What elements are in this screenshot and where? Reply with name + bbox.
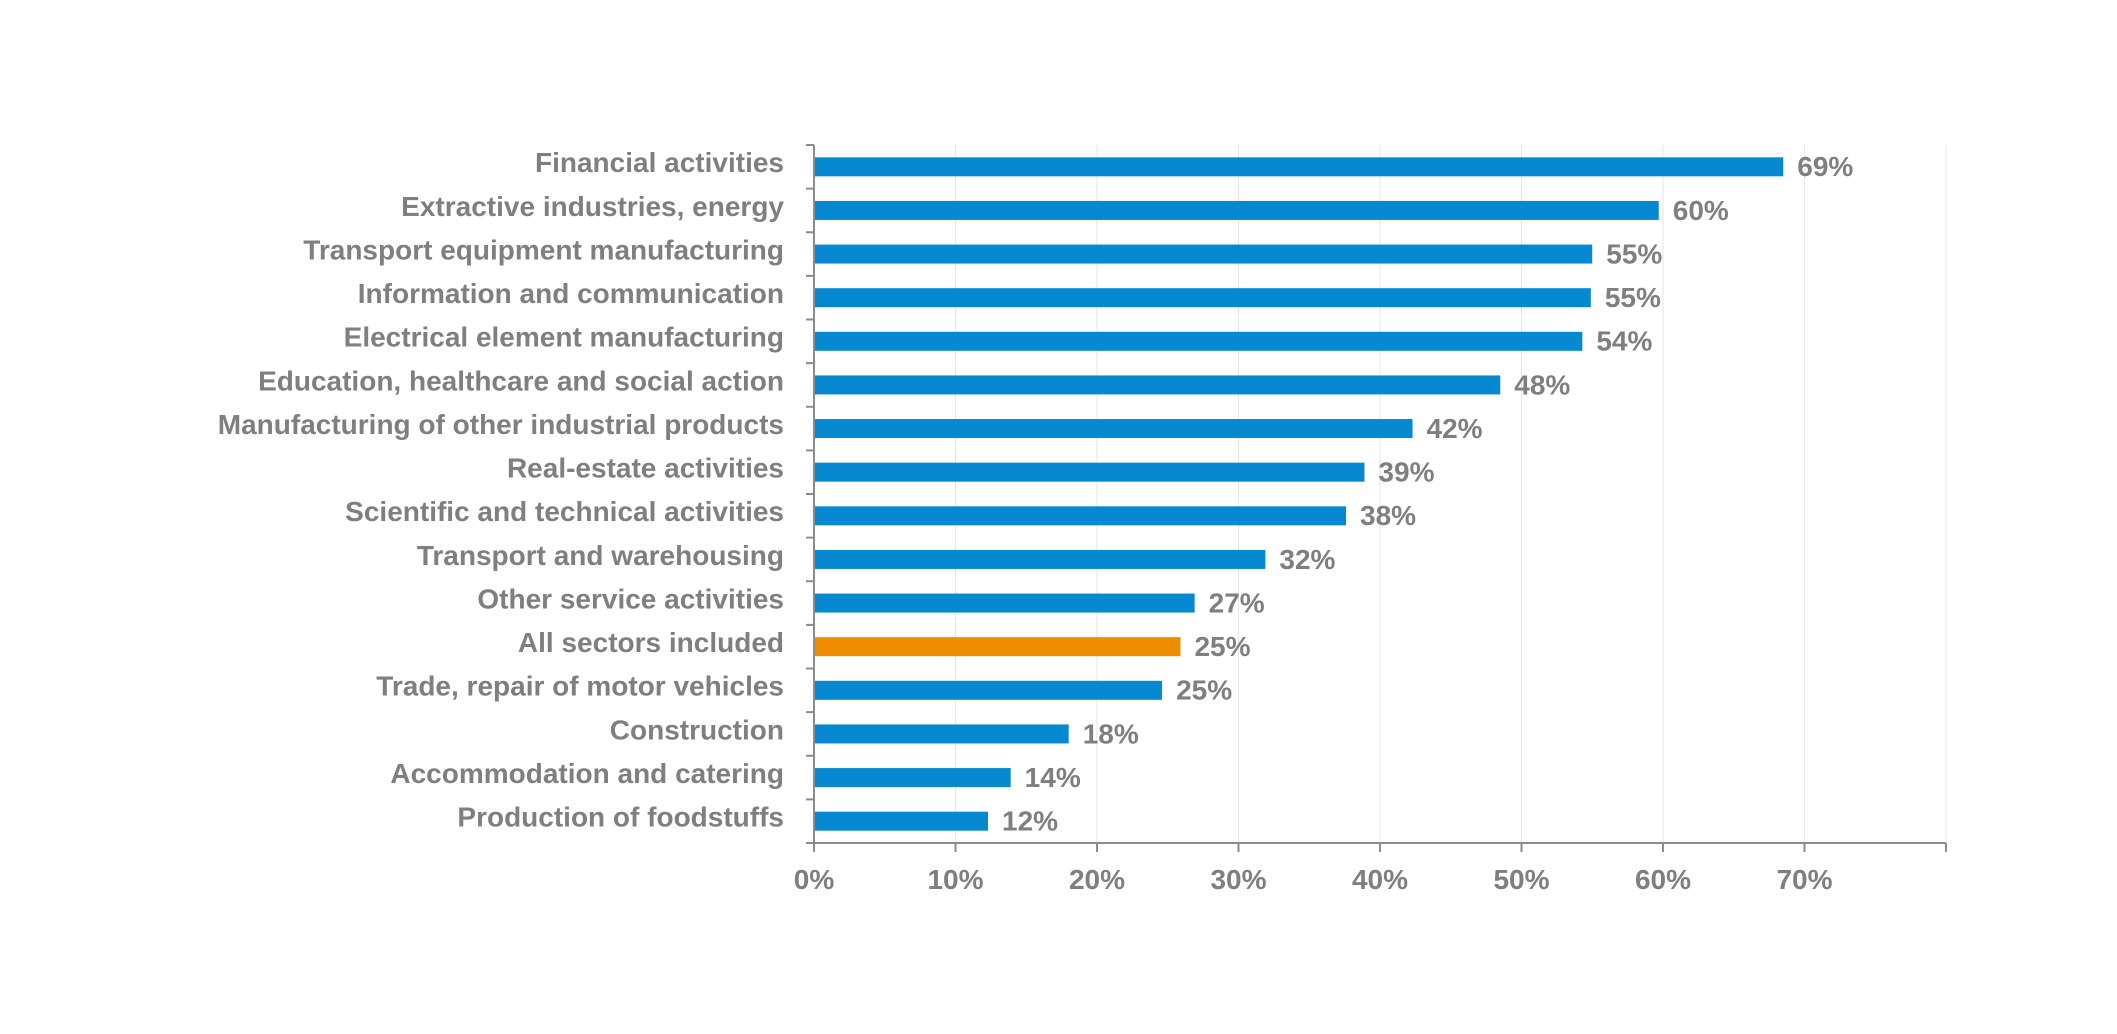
x-tick-label: 60% [1635, 864, 1691, 895]
category-label: Scientific and technical activities [345, 496, 784, 527]
x-tick-label: 40% [1352, 864, 1408, 895]
x-tick-label: 70% [1776, 864, 1832, 895]
data-label: 42% [1427, 413, 1483, 444]
data-label: 18% [1083, 718, 1139, 749]
data-label: 32% [1279, 544, 1335, 575]
bar [814, 288, 1591, 308]
data-label: 60% [1673, 195, 1729, 226]
category-label: Transport equipment manufacturing [303, 234, 784, 265]
bar [814, 375, 1501, 395]
bar [814, 462, 1365, 482]
x-tick-label: 30% [1210, 864, 1266, 895]
bar [814, 549, 1266, 569]
category-label: Other service activities [477, 583, 784, 614]
bar [814, 593, 1195, 613]
bar [814, 506, 1347, 526]
bar [814, 244, 1593, 264]
data-label: 54% [1596, 326, 1652, 357]
category-label: Financial activities [535, 147, 784, 178]
bar [814, 200, 1659, 220]
x-tick-label: 0% [794, 864, 835, 895]
bar [814, 768, 1011, 788]
data-label: 69% [1797, 151, 1853, 182]
category-label: Trade, repair of motor vehicles [376, 671, 784, 702]
bar [814, 680, 1163, 700]
category-label: Extractive industries, energy [401, 191, 784, 222]
data-label: 25% [1194, 631, 1250, 662]
data-label: 55% [1606, 238, 1662, 269]
data-label: 55% [1605, 282, 1661, 313]
category-label: Production of foodstuffs [457, 802, 784, 833]
category-label: Electrical element manufacturing [344, 322, 784, 353]
data-label: 12% [1002, 806, 1058, 837]
bar [814, 724, 1069, 744]
data-label: 25% [1176, 675, 1232, 706]
category-label: Information and communication [358, 278, 784, 309]
category-label: Construction [610, 714, 784, 745]
category-label: Transport and warehousing [417, 540, 784, 571]
bar [814, 419, 1413, 439]
data-label: 39% [1378, 457, 1434, 488]
bar [814, 637, 1181, 657]
x-tick-label: 20% [1069, 864, 1125, 895]
data-label: 48% [1514, 369, 1570, 400]
bar [814, 157, 1784, 177]
category-label: Accommodation and catering [390, 758, 784, 789]
x-tick-label: 50% [1493, 864, 1549, 895]
category-label: Education, healthcare and social action [258, 365, 784, 396]
bar [814, 331, 1583, 351]
category-label: All sectors included [518, 627, 784, 658]
category-label: Manufacturing of other industrial produc… [218, 409, 784, 440]
x-tick-label: 10% [927, 864, 983, 895]
data-label: 27% [1209, 587, 1265, 618]
category-label: Real-estate activities [507, 453, 784, 484]
data-label: 14% [1025, 762, 1081, 793]
bar [814, 811, 989, 831]
data-label: 38% [1360, 500, 1416, 531]
